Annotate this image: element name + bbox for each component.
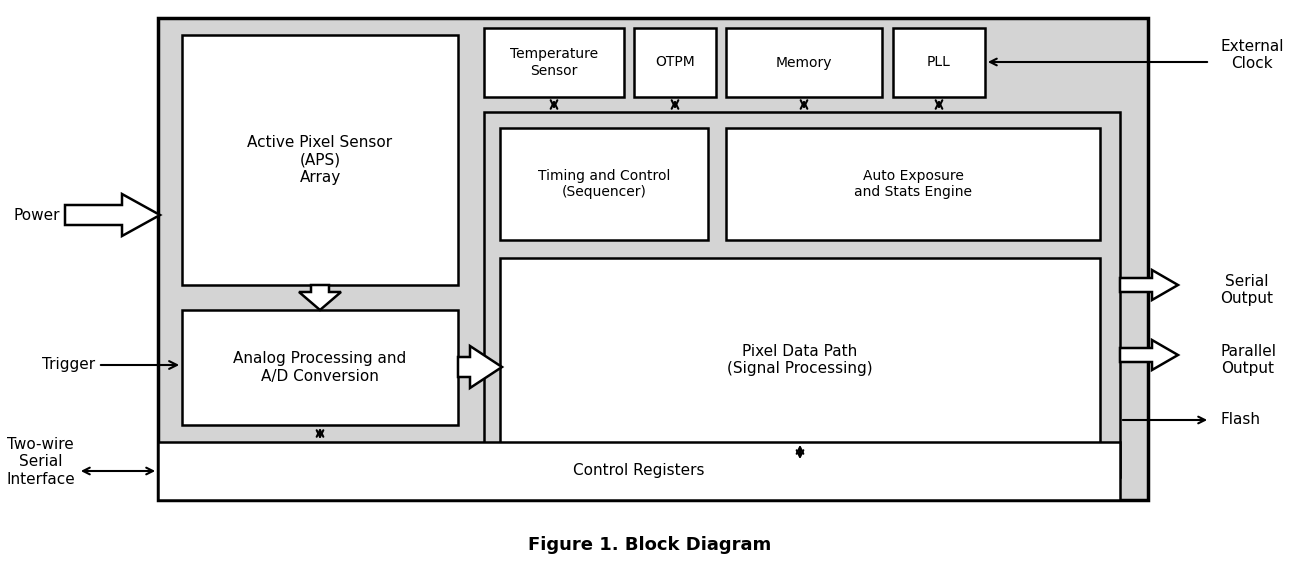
Text: Memory: Memory — [776, 56, 832, 70]
Polygon shape — [1121, 340, 1178, 370]
Bar — [484, 28, 624, 97]
Bar — [725, 128, 1100, 240]
Text: Serial
Output: Serial Output — [1219, 274, 1273, 306]
Bar — [484, 112, 1121, 477]
Text: Pixel Data Path
(Signal Processing): Pixel Data Path (Signal Processing) — [727, 344, 872, 376]
Text: Temperature
Sensor: Temperature Sensor — [510, 48, 598, 78]
Text: PLL: PLL — [927, 56, 950, 70]
Text: Two-wire
Serial
Interface: Two-wire Serial Interface — [6, 437, 75, 487]
Bar — [725, 28, 881, 97]
Text: External
Clock: External Clock — [1219, 39, 1283, 71]
Text: OTPM: OTPM — [655, 56, 696, 70]
Text: Trigger: Trigger — [42, 357, 95, 372]
Polygon shape — [1121, 270, 1178, 300]
Bar — [500, 128, 708, 240]
Bar — [182, 310, 458, 425]
Polygon shape — [299, 285, 341, 310]
Polygon shape — [65, 194, 160, 236]
Polygon shape — [458, 346, 502, 388]
Text: Active Pixel Sensor
(APS)
Array: Active Pixel Sensor (APS) Array — [247, 135, 393, 185]
Text: Flash: Flash — [1219, 413, 1260, 428]
Bar — [634, 28, 716, 97]
Bar — [500, 258, 1100, 462]
Bar — [159, 18, 1148, 500]
Text: Auto Exposure
and Stats Engine: Auto Exposure and Stats Engine — [854, 169, 972, 199]
Text: Control Registers: Control Registers — [573, 464, 705, 479]
Text: Parallel
Output: Parallel Output — [1219, 344, 1277, 376]
Bar — [182, 35, 458, 285]
Bar — [893, 28, 985, 97]
Bar — [159, 442, 1121, 500]
Text: Analog Processing and
A/D Conversion: Analog Processing and A/D Conversion — [234, 352, 407, 383]
Text: Power: Power — [13, 207, 60, 223]
Text: Timing and Control
(Sequencer): Timing and Control (Sequencer) — [538, 169, 671, 199]
Text: Figure 1. Block Diagram: Figure 1. Block Diagram — [528, 536, 772, 554]
